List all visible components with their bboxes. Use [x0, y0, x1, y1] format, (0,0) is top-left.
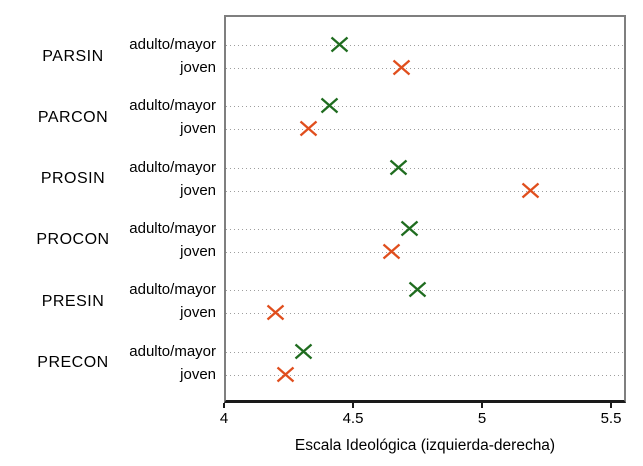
marker-x-presin-adulto	[408, 281, 426, 298]
row-label-joven: joven	[180, 365, 216, 383]
gridline	[226, 374, 624, 376]
marker-x-procon-adulto	[400, 220, 419, 237]
x-tick	[481, 403, 483, 408]
marker-x-parsin-joven	[392, 59, 411, 76]
x-tick-label-4.5: 4.5	[342, 410, 364, 427]
gridline	[226, 190, 624, 192]
row-label-adulto-mayor: adulto/mayor	[129, 219, 216, 237]
gridline	[226, 228, 624, 230]
marker-x-precon-adulto	[294, 343, 313, 359]
x-axis-title: Escala Ideológica (izquierda-derecha)	[294, 437, 556, 454]
row-label-joven: joven	[180, 304, 216, 322]
gridline	[226, 251, 624, 253]
gridline	[226, 313, 624, 315]
marker-x-presin-joven	[266, 304, 284, 321]
group-label-precon: PRECON	[37, 354, 109, 371]
row-label-joven: joven	[180, 242, 216, 260]
x-tick	[610, 403, 612, 408]
gridline	[226, 290, 624, 292]
plot-area	[224, 15, 626, 403]
marker-x-prosin-joven	[521, 182, 540, 198]
x-tick-label-5.5: 5.5	[600, 410, 622, 427]
row-label-adulto-mayor: adulto/mayor	[129, 281, 216, 299]
group-label-parsin: PARSIN	[42, 47, 104, 65]
group-label-prosin: PROSIN	[40, 170, 106, 188]
marker-x-parcon-joven	[299, 120, 318, 137]
row-label-joven: joven	[180, 59, 216, 76]
row-label-adulto-mayor: adulto/mayor	[129, 342, 216, 360]
gridline	[226, 351, 624, 353]
row-label-joven: joven	[180, 120, 216, 138]
x-tick	[352, 403, 354, 408]
row-label-joven: joven	[180, 181, 216, 199]
group-label-parcon: PARCON	[37, 108, 109, 126]
x-tick	[223, 403, 225, 408]
gridline	[226, 129, 624, 131]
gridline	[226, 68, 624, 69]
marker-x-parcon-adulto	[320, 97, 339, 114]
marker-x-parsin-adulto	[330, 36, 349, 53]
row-label-adulto-mayor: adulto/mayor	[129, 97, 216, 115]
marker-x-procon-joven	[382, 243, 400, 260]
x-tick-label-4: 4	[219, 410, 229, 427]
group-label-procon: PROCON	[36, 231, 110, 249]
row-label-adulto-mayor: adulto/mayor	[129, 36, 216, 53]
marker-x-prosin-adulto	[390, 159, 408, 175]
gridline	[226, 45, 624, 46]
gridline	[226, 106, 624, 108]
x-tick-label-5: 5	[477, 410, 487, 427]
marker-x-precon-joven	[276, 366, 295, 382]
group-label-presin: PRESIN	[41, 292, 105, 310]
row-label-adulto-mayor: adulto/mayor	[129, 158, 216, 176]
gridline	[226, 167, 624, 169]
